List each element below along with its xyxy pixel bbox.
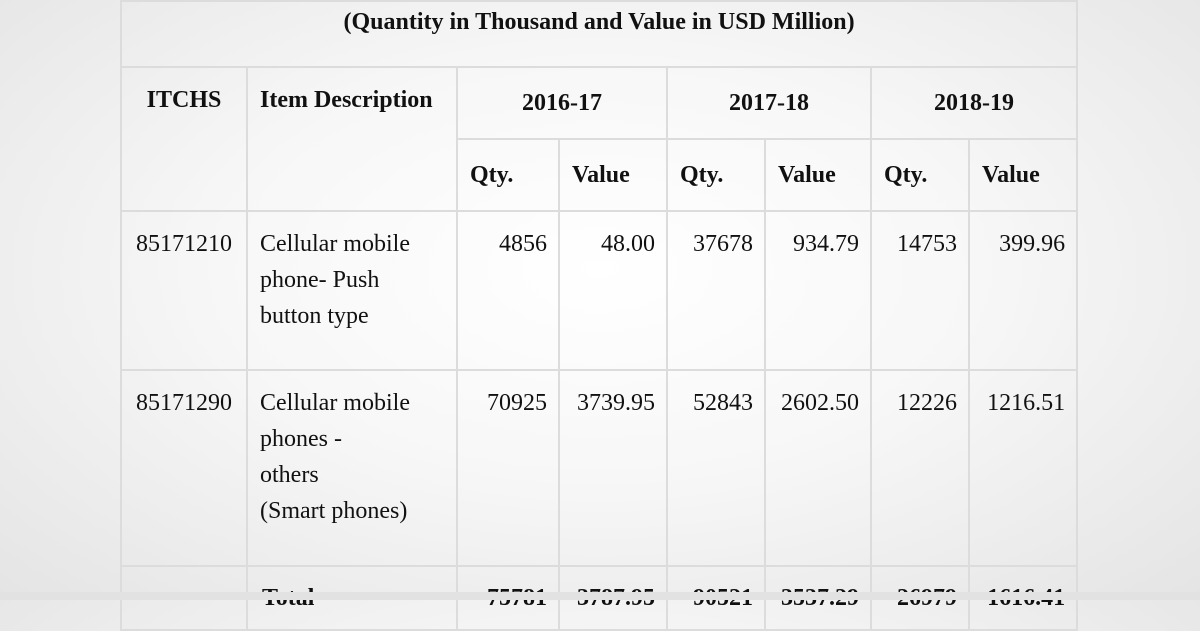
header-value: Value <box>967 138 1079 212</box>
description-line: phones - <box>260 426 342 452</box>
description-line: button type <box>260 303 369 329</box>
value-cell: 1216.51 <box>967 369 1079 567</box>
qty-cell: 14753 <box>870 210 970 371</box>
value-cell: 934.79 <box>764 210 872 371</box>
header-value: Value <box>558 138 668 212</box>
qty-cell: 4856 <box>456 210 560 371</box>
qty-cell: 52843 <box>666 369 766 567</box>
item-description: Cellular mobile phone- Push button type <box>246 210 458 371</box>
header-qty: Qty. <box>456 138 560 212</box>
description-line: others <box>260 462 319 488</box>
header-item-description: Item Description <box>246 66 458 212</box>
bottom-edge <box>0 592 1200 600</box>
table-row: 85171290 Cellular mobile phones - others… <box>120 369 1079 567</box>
qty-cell: 12226 <box>870 369 970 567</box>
value-cell: 399.96 <box>967 210 1079 371</box>
description-line: phone- Push <box>260 267 380 293</box>
qty-cell: 70925 <box>456 369 560 567</box>
header-year-2018-19: 2018-19 <box>869 66 1079 140</box>
header-qty: Qty. <box>870 138 970 212</box>
item-description: Cellular mobile phones - others (Smart p… <box>246 369 458 567</box>
description-line: (Smart phones) <box>260 498 408 524</box>
table-row: 85171210 Cellular mobile phone- Push but… <box>120 210 1079 371</box>
table-frame: (Quantity in Thousand and Value in USD M… <box>119 0 1079 631</box>
description-line: Cellular mobile <box>260 231 410 257</box>
table-caption: (Quantity in Thousand and Value in USD M… <box>119 0 1079 68</box>
value-cell: 48.00 <box>558 210 668 371</box>
import-data-table: (Quantity in Thousand and Value in USD M… <box>119 0 1079 631</box>
value-cell: 2602.50 <box>764 369 872 567</box>
header-itchs: ITCHS <box>120 66 248 212</box>
qty-cell: 37678 <box>666 210 766 371</box>
itchs-code: 85171210 <box>120 210 248 371</box>
description-line: Cellular mobile <box>260 390 410 416</box>
header-qty: Qty. <box>666 138 766 212</box>
header-year-2016-17: 2016-17 <box>456 66 668 140</box>
itchs-code: 85171290 <box>120 369 248 567</box>
header-year-2017-18: 2017-18 <box>666 66 872 140</box>
value-cell: 3739.95 <box>558 369 668 567</box>
header-value: Value <box>764 138 872 212</box>
